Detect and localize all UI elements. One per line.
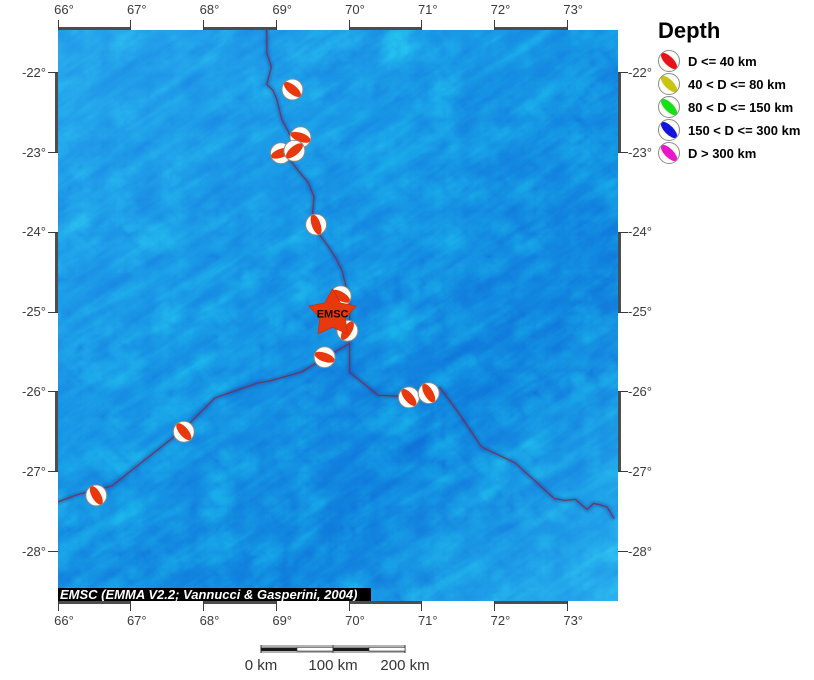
svg-text:40 < D <= 80 km: 40 < D <= 80 km (688, 77, 786, 92)
svg-text:150 < D <= 300 km: 150 < D <= 300 km (688, 123, 800, 138)
svg-text:EMSC: EMSC (317, 309, 349, 321)
svg-text:D > 300 km: D > 300 km (688, 146, 756, 161)
svg-text:80 < D <= 150 km: 80 < D <= 150 km (688, 100, 793, 115)
svg-text:D <= 40 km: D <= 40 km (688, 54, 757, 69)
svg-text:100 km: 100 km (308, 657, 357, 674)
svg-text:200 km: 200 km (380, 657, 429, 674)
svg-text:0 km: 0 km (245, 657, 278, 674)
